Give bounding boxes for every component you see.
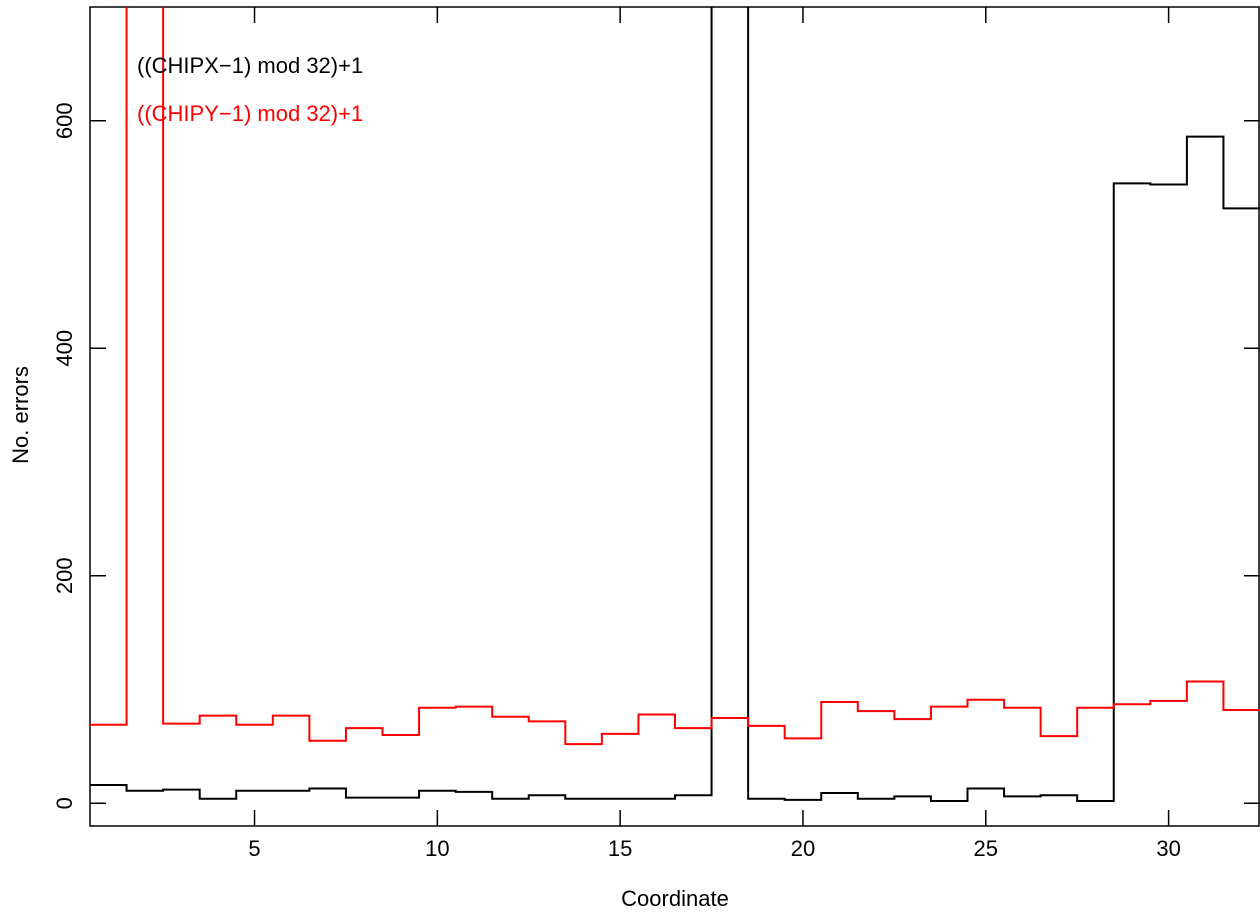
x-tick-label: 5: [248, 836, 260, 861]
x-tick-label: 25: [974, 836, 998, 861]
legend-entry: ((CHIPY−1) mod 32)+1: [137, 101, 363, 126]
y-tick-label: 600: [52, 102, 77, 139]
y-tick-label: 200: [52, 557, 77, 594]
plot-area: [90, 7, 1260, 802]
legend-entry: ((CHIPX−1) mod 32)+1: [137, 53, 363, 78]
step-line: [90, 7, 1260, 746]
y-axis-label: No. errors: [8, 366, 33, 464]
x-axis-label: Coordinate: [621, 886, 729, 911]
x-tick-label: 10: [425, 836, 449, 861]
plot-frame: [89, 6, 1260, 827]
x-tick-label: 30: [1156, 836, 1180, 861]
y-tick-label: 0: [52, 797, 77, 809]
y-tick-label: 400: [52, 330, 77, 367]
x-tick-label: 15: [608, 836, 632, 861]
step-line: [90, 7, 1260, 802]
x-tick-label: 20: [791, 836, 815, 861]
